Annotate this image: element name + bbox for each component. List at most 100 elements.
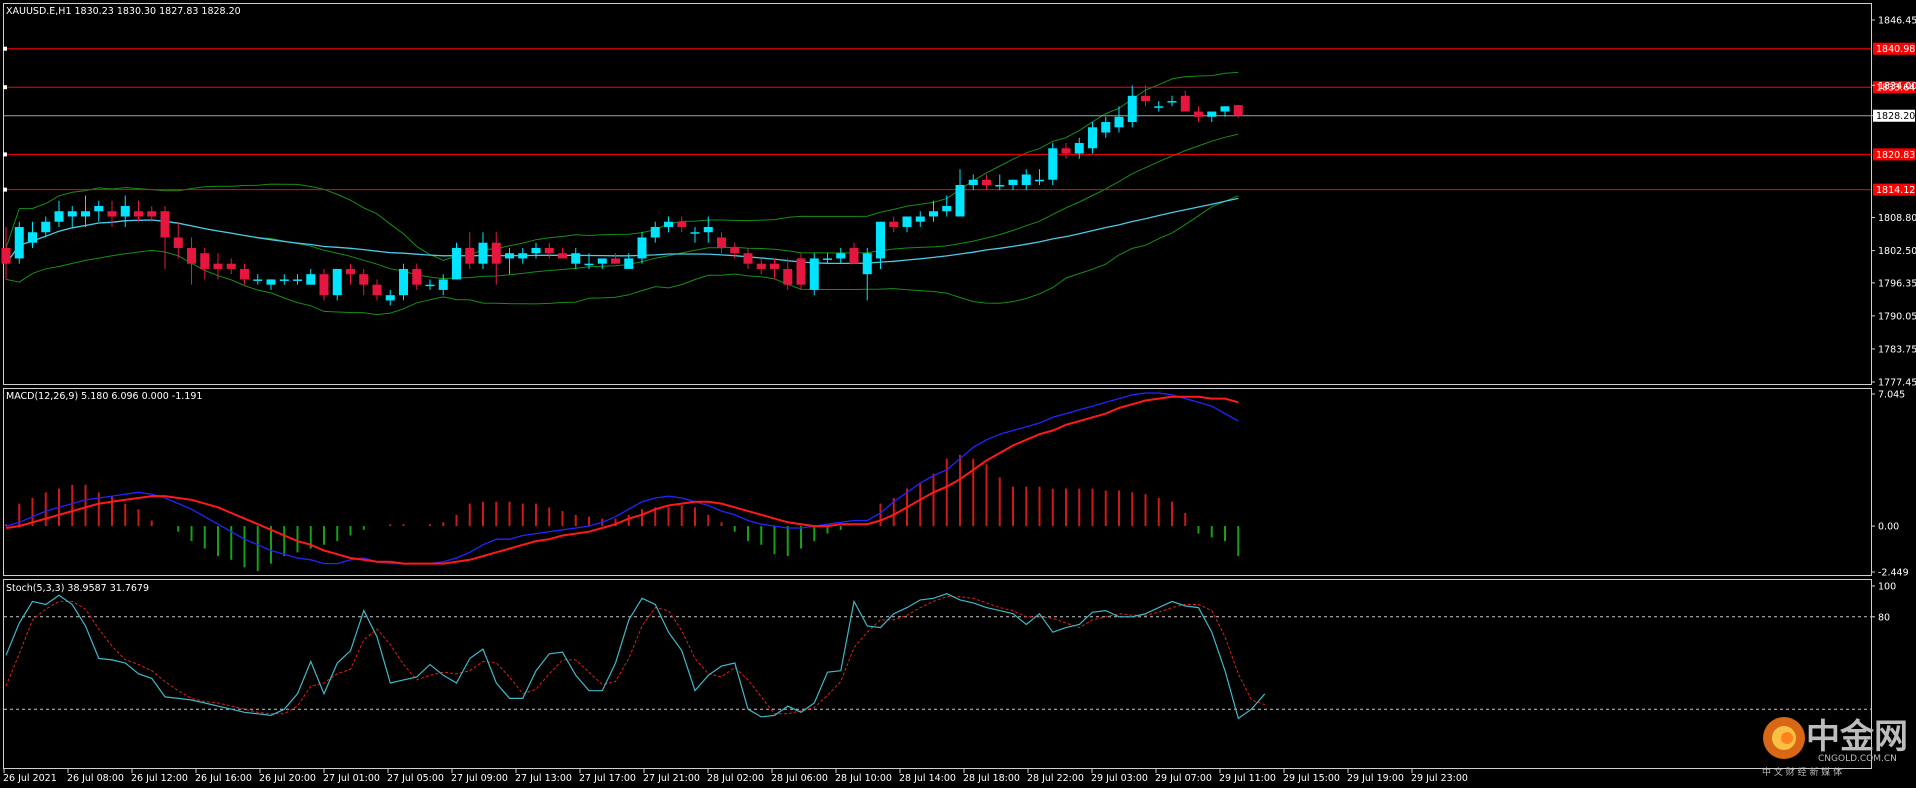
candle-body bbox=[253, 279, 263, 281]
candle bbox=[968, 174, 978, 191]
candle bbox=[717, 232, 726, 254]
candle bbox=[253, 274, 263, 285]
candle bbox=[412, 263, 422, 290]
candle bbox=[942, 195, 952, 217]
price-axis-label: 1802.50 bbox=[1878, 246, 1916, 257]
candle-body bbox=[1194, 111, 1203, 117]
candle bbox=[346, 263, 355, 285]
candle-body bbox=[611, 258, 620, 264]
candle bbox=[1101, 116, 1111, 138]
price-axis-label: 1790.05 bbox=[1878, 311, 1916, 322]
candle bbox=[399, 263, 408, 301]
time-axis-label: 28 Jul 14:00 bbox=[899, 773, 956, 784]
candle-body bbox=[359, 274, 369, 285]
candle bbox=[332, 268, 342, 301]
candle bbox=[637, 232, 647, 264]
candle-body bbox=[1180, 95, 1190, 112]
candle bbox=[54, 200, 64, 227]
candle-body bbox=[690, 232, 700, 234]
candle-body bbox=[28, 232, 37, 243]
candle-body bbox=[571, 253, 581, 264]
stoch-axis-label: 100 bbox=[1878, 582, 1896, 593]
candle bbox=[677, 216, 687, 233]
candle-body bbox=[650, 226, 660, 238]
candle bbox=[226, 258, 236, 275]
candle-body bbox=[862, 253, 872, 275]
candle bbox=[465, 232, 475, 269]
candle-body bbox=[240, 268, 249, 280]
candle bbox=[28, 221, 37, 248]
candle-body bbox=[1088, 127, 1097, 149]
candle-body bbox=[876, 221, 885, 259]
level-anchor-handle bbox=[3, 187, 7, 192]
candle bbox=[478, 232, 488, 269]
candle-body bbox=[147, 211, 157, 217]
candle bbox=[690, 226, 700, 243]
candle-body bbox=[1074, 143, 1084, 154]
candle bbox=[518, 247, 528, 264]
candle bbox=[756, 258, 766, 275]
candle-body bbox=[677, 221, 687, 227]
candle-body bbox=[544, 247, 554, 254]
candle-body bbox=[1127, 95, 1137, 123]
watermark-brand: 中金网 bbox=[1806, 717, 1908, 757]
level-price-tag bbox=[1873, 81, 1915, 94]
candle-body bbox=[783, 268, 793, 285]
candle bbox=[1088, 122, 1097, 154]
candle-body bbox=[597, 258, 607, 264]
candle-body bbox=[584, 263, 594, 266]
candle bbox=[862, 247, 872, 301]
candle-body bbox=[942, 205, 952, 212]
time-axis-label: 28 Jul 02:00 bbox=[707, 773, 764, 784]
candle bbox=[849, 242, 859, 264]
candle bbox=[902, 216, 912, 233]
candle-body bbox=[995, 184, 1005, 187]
candle bbox=[1008, 179, 1018, 191]
macd-panel: 7.045 0.00 -2.449 bbox=[5, 390, 1909, 579]
candle-body bbox=[478, 242, 488, 264]
watermark-domain: CNGOLD.COM.CN bbox=[1818, 754, 1897, 764]
candle-body bbox=[319, 274, 329, 296]
candle bbox=[41, 216, 51, 238]
candle bbox=[1154, 101, 1164, 112]
candle bbox=[147, 205, 157, 222]
time-axis-label: 26 Jul 2021 bbox=[3, 773, 57, 784]
macd-panel-frame bbox=[3, 388, 1872, 576]
candle-body bbox=[1154, 106, 1164, 108]
bollinger-upper-line bbox=[5, 71, 1239, 261]
candle-body bbox=[134, 211, 143, 217]
stoch-axis-label: 80 bbox=[1878, 612, 1890, 623]
candle-body bbox=[465, 247, 475, 264]
macd-line bbox=[5, 392, 1239, 565]
time-axis-label: 26 Jul 20:00 bbox=[259, 773, 316, 784]
candle bbox=[1061, 143, 1071, 159]
candle-body bbox=[982, 179, 991, 185]
level-anchor-handle bbox=[3, 46, 7, 51]
candle bbox=[1074, 137, 1084, 159]
candle-body bbox=[1008, 179, 1018, 185]
candle-body bbox=[889, 221, 899, 227]
candle bbox=[1167, 95, 1177, 107]
candle bbox=[929, 200, 938, 222]
candle-body bbox=[1048, 148, 1058, 180]
candle-body bbox=[770, 263, 779, 269]
stoch-main-line bbox=[5, 593, 1266, 720]
candle bbox=[823, 253, 832, 264]
candle bbox=[544, 242, 554, 259]
candle bbox=[597, 258, 607, 269]
candle-body bbox=[717, 237, 726, 248]
candle bbox=[160, 205, 170, 269]
time-axis-label: 28 Jul 06:00 bbox=[771, 773, 828, 784]
candle bbox=[240, 263, 249, 285]
candle-body bbox=[756, 263, 766, 269]
candle bbox=[1180, 90, 1190, 112]
price-panel-frame bbox=[3, 3, 1872, 385]
candle-body bbox=[730, 247, 740, 254]
candle-body bbox=[902, 216, 912, 227]
candle bbox=[809, 253, 819, 296]
candle-body bbox=[425, 284, 435, 287]
candle-body bbox=[213, 263, 223, 269]
price-axis-label: 1796.35 bbox=[1878, 278, 1916, 289]
candle bbox=[889, 216, 899, 233]
candle-body bbox=[187, 247, 196, 264]
